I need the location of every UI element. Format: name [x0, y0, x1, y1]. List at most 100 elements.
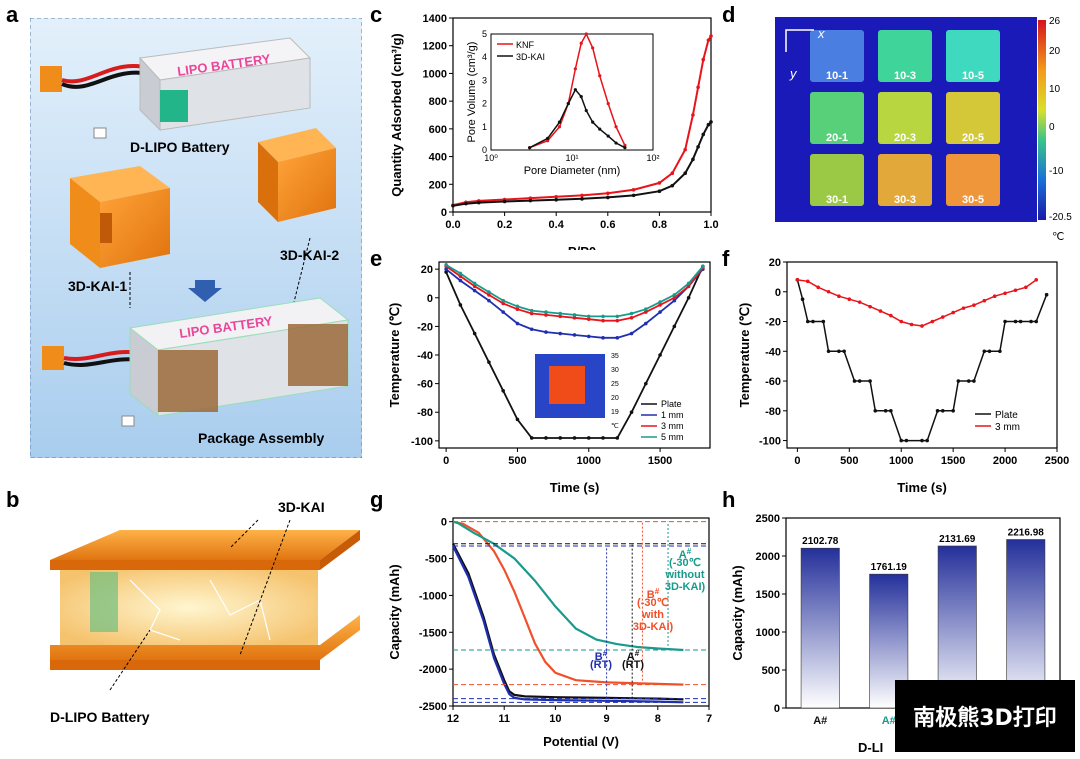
x-axis-label: Potential (V)	[543, 734, 619, 749]
colorbar-tick: 10	[1049, 84, 1061, 95]
label-package-assembly: Package Assembly	[198, 430, 325, 446]
series-point	[444, 267, 448, 271]
colorbar-tick: -10	[1049, 166, 1064, 177]
series-point	[857, 379, 862, 383]
series-point	[805, 279, 810, 284]
thermal-sample	[878, 154, 932, 206]
series-point	[644, 381, 648, 386]
inset-tick: 35	[611, 353, 619, 360]
series-point	[1013, 319, 1018, 324]
y-tick-label: 600	[429, 124, 447, 136]
series-point	[670, 171, 675, 175]
series-point	[686, 295, 691, 300]
series-point	[672, 298, 677, 303]
y-tick-label: 400	[429, 152, 447, 164]
series-point	[992, 294, 997, 299]
bar-value-label: 2216.98	[1008, 528, 1045, 539]
y-axis-label: Capacity (mAh)	[387, 564, 402, 659]
series-point	[487, 290, 491, 294]
series-point	[1013, 288, 1018, 293]
colorbar-tick: 20	[1049, 46, 1061, 57]
y-tick-label: -60	[765, 376, 781, 388]
inset-y-tick: 2	[482, 99, 487, 109]
y-axis-label: Capacity (mAh)	[730, 565, 745, 660]
y-axis-label: Temperature (℃)	[737, 303, 752, 408]
x-tick-label: 11	[498, 713, 510, 725]
series-point	[444, 270, 448, 274]
thermal-sample	[946, 30, 1000, 82]
series-point	[826, 289, 831, 294]
series-point	[857, 300, 862, 304]
panel-letter-e: e	[370, 246, 383, 271]
battery-assembled: LIPO BATTERY	[42, 297, 350, 427]
x-axis-label: Time (s)	[550, 480, 600, 495]
inset-hotspot	[549, 366, 585, 404]
y-tick-label: 1000	[756, 627, 780, 639]
series-point	[821, 319, 826, 324]
series-point	[458, 274, 463, 279]
y-tick-label: 1200	[423, 41, 447, 53]
bar-value-label: 1761.19	[871, 562, 908, 573]
x-tick-label: 12	[447, 713, 459, 725]
series-point	[873, 409, 878, 413]
series-point	[998, 349, 1002, 354]
y-tick-label: 0	[774, 703, 780, 715]
panel-letter-b: b	[6, 487, 20, 512]
inset-y-tick: 5	[482, 29, 487, 39]
series-point	[529, 436, 534, 440]
y-tick-label: 200	[429, 179, 447, 191]
y-tick-label: 2000	[756, 551, 780, 563]
y-axis-label: Temperature (℃)	[387, 303, 402, 408]
series-point	[601, 314, 605, 319]
down-arrow-icon	[188, 280, 222, 302]
inset-point	[598, 127, 602, 131]
x-tick-label: 9	[604, 713, 610, 725]
series-point	[904, 438, 909, 443]
series-point	[1029, 319, 1033, 324]
panel-letter-f: f	[722, 246, 730, 271]
battery-top: LIPO BATTERY	[40, 37, 312, 139]
series-line-1	[452, 545, 684, 704]
axis-y-label: y	[789, 66, 798, 81]
x-tick-label: 500	[840, 455, 858, 467]
series-point	[847, 297, 852, 301]
x-tick-label: 1000	[889, 455, 913, 467]
series-point	[852, 379, 857, 383]
colorbar-tick: 0	[1049, 122, 1055, 133]
series-point	[951, 310, 955, 315]
series-point	[572, 316, 577, 320]
series-point	[691, 157, 695, 162]
chart-g: 12 11 10 9 8 7 0 -500 -1000 -1500 -2000 -2500 Potent…	[387, 517, 712, 749]
panel-d-thermal: 10-1 10-3 10-5 20-1 20-3 20-5 30-1 30-3 30-5 x y…	[775, 16, 1072, 242]
series-point	[586, 314, 591, 319]
series-point	[672, 324, 677, 329]
series-point	[987, 349, 992, 354]
x-tick-label: 8	[655, 713, 661, 725]
series-point	[606, 191, 610, 196]
series-point	[501, 310, 505, 314]
x-tick-label: A#	[813, 715, 827, 727]
series-point	[899, 319, 904, 324]
annotation-a-rt: A# (RT)	[622, 649, 644, 671]
series-point	[956, 379, 961, 383]
x-tick-label: 0.8	[652, 219, 667, 231]
series-point	[606, 195, 610, 200]
thermal-sample	[946, 92, 1000, 144]
series-point	[1003, 319, 1007, 324]
inset-point	[591, 120, 595, 124]
series-point	[487, 293, 491, 297]
series-point	[458, 278, 463, 283]
inset-series-0	[529, 32, 626, 149]
series-point	[889, 409, 893, 413]
series-point	[709, 120, 713, 124]
thermal-sample	[810, 30, 864, 82]
inset-point	[546, 139, 550, 143]
x-tick-label: 1500	[941, 455, 965, 467]
series-point	[805, 319, 810, 324]
series-point	[644, 310, 648, 314]
series-point	[883, 409, 888, 413]
series-point	[544, 310, 548, 314]
label-3d-kai: 3D-KAI	[278, 499, 325, 515]
legend-label: 1 mm	[661, 410, 684, 420]
bar-value-label: 2131.69	[939, 534, 976, 545]
